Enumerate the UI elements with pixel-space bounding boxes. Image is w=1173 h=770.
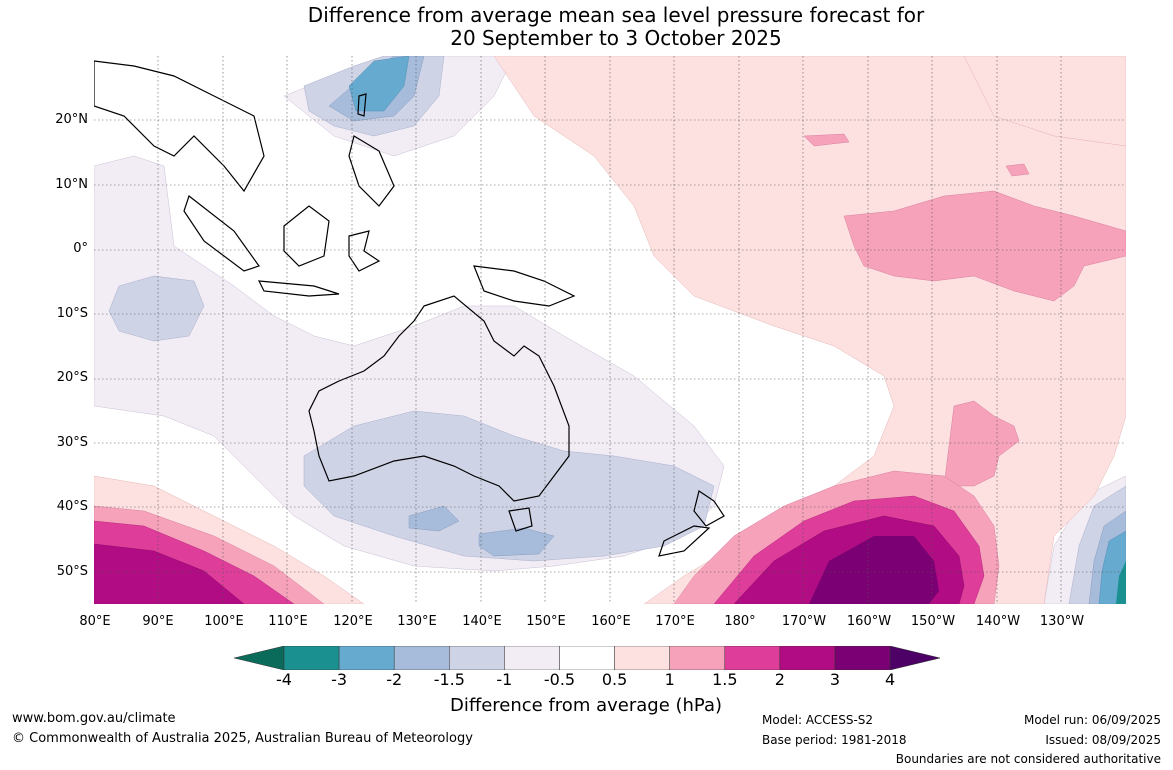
lat-label-10s: 10°S (56, 306, 88, 321)
lon-label-130w: 130°W (1039, 614, 1085, 629)
lon-label-150w: 150°W (910, 614, 956, 629)
map-title: Difference from average mean sea level p… (0, 4, 1173, 50)
colorbar-tick-label: 1 (664, 670, 675, 689)
anomaly-band-plus-3 (809, 536, 939, 604)
lon-label-80e: 80°E (79, 614, 111, 629)
lat-label-10n: 10°N (55, 177, 88, 192)
lon-label-90e: 90°E (142, 614, 174, 629)
colorbar-tick-label: -1 (496, 670, 513, 689)
colorbar-cell (449, 646, 505, 670)
lon-label-100e: 100°E (204, 614, 244, 629)
lat-label-30s: 30°S (56, 435, 88, 450)
boundary-disclaimer: Boundaries are not considered authoritat… (895, 752, 1161, 766)
philippines-coastline (348, 135, 395, 207)
map-canvas (94, 56, 1126, 604)
gridlines (94, 56, 1126, 604)
model-run-date: Model run: 06/09/2025 (1023, 713, 1161, 727)
java-coastline (257, 280, 340, 297)
colorbar-cell (669, 646, 726, 670)
colorbar-tick-label: 2 (774, 670, 785, 689)
new-guinea-coastline (473, 265, 576, 307)
base-period: Base period: 1981-2018 (762, 733, 907, 747)
colorbar-extend-max (889, 646, 940, 670)
issued-date: Issued: 08/09/2025 (1045, 733, 1161, 747)
new-zealand-south-coastline (658, 525, 711, 557)
lon-label-160e: 160°E (591, 614, 631, 629)
model-name: Model: ACCESS-S2 (762, 713, 874, 727)
lat-label-0: 0° (73, 241, 88, 256)
lon-label-120e: 120°E (333, 614, 373, 629)
website-link[interactable]: www.bom.gov.au/climate (12, 711, 176, 726)
colorbar-cell (724, 646, 781, 670)
tasmania-coastline (508, 507, 533, 532)
colorbar-cell (504, 646, 560, 670)
new-zealand-north-coastline (693, 490, 725, 527)
colorbar-tick-label: -3 (331, 670, 348, 689)
forecast-map (94, 56, 1126, 604)
colorbar-label: Difference from average (hPa) (449, 695, 723, 716)
lat-label-50s: 50°S (56, 564, 88, 579)
lon-label-110e: 110°E (268, 614, 308, 629)
colorbar-tick-label: -0.5 (543, 670, 576, 689)
lon-label-170w: 170°W (781, 614, 827, 629)
lon-label-140e: 140°E (462, 614, 502, 629)
lon-label-180: 180° (724, 614, 756, 629)
colorbar-cell (393, 646, 450, 670)
lat-label-20s: 20°S (56, 370, 88, 385)
lon-label-140w: 140°W (975, 614, 1021, 629)
colorbar-tick-label: 3 (829, 670, 841, 689)
colorbar-tick-label: 4 (885, 670, 896, 689)
colorbar-tick-label: 0.5 (601, 670, 628, 689)
colorbar-cell (779, 646, 836, 670)
title-line-2: 20 September to 3 October 2025 (450, 26, 782, 50)
lon-label-170e: 170°E (655, 614, 695, 629)
title-line-1: Difference from average mean sea level p… (307, 3, 925, 27)
colorbar-extend-min (234, 646, 285, 670)
sulawesi-coastline (348, 230, 381, 272)
taiwan-coastline (357, 93, 367, 117)
lat-label-40s: 40°S (56, 499, 88, 514)
colorbar-cell (834, 646, 891, 670)
lon-label-130e: 130°E (397, 614, 437, 629)
colorbar-tick-label: -4 (276, 670, 292, 689)
lon-label-150e: 150°E (526, 614, 566, 629)
colorbar (234, 646, 940, 670)
lat-label-20n: 20°N (55, 112, 88, 127)
colorbar-tick-label: -2 (386, 670, 403, 689)
coastlines (94, 60, 725, 557)
borneo-coastline (283, 205, 330, 267)
colorbar-tick-label: -1.5 (433, 670, 465, 689)
colorbar-cell (283, 646, 340, 670)
colorbar-cell (559, 646, 615, 670)
sumatra-coastline (183, 195, 260, 272)
australia-coastline (308, 295, 570, 502)
colorbar-cell (338, 646, 395, 670)
colorbar-cell (614, 646, 670, 670)
colorbar-tick-label: 1.5 (712, 670, 738, 689)
lon-label-160w: 160°W (846, 614, 892, 629)
indochina-coastline (94, 60, 265, 193)
copyright-text: © Commonwealth of Australia 2025, Austra… (12, 731, 473, 746)
